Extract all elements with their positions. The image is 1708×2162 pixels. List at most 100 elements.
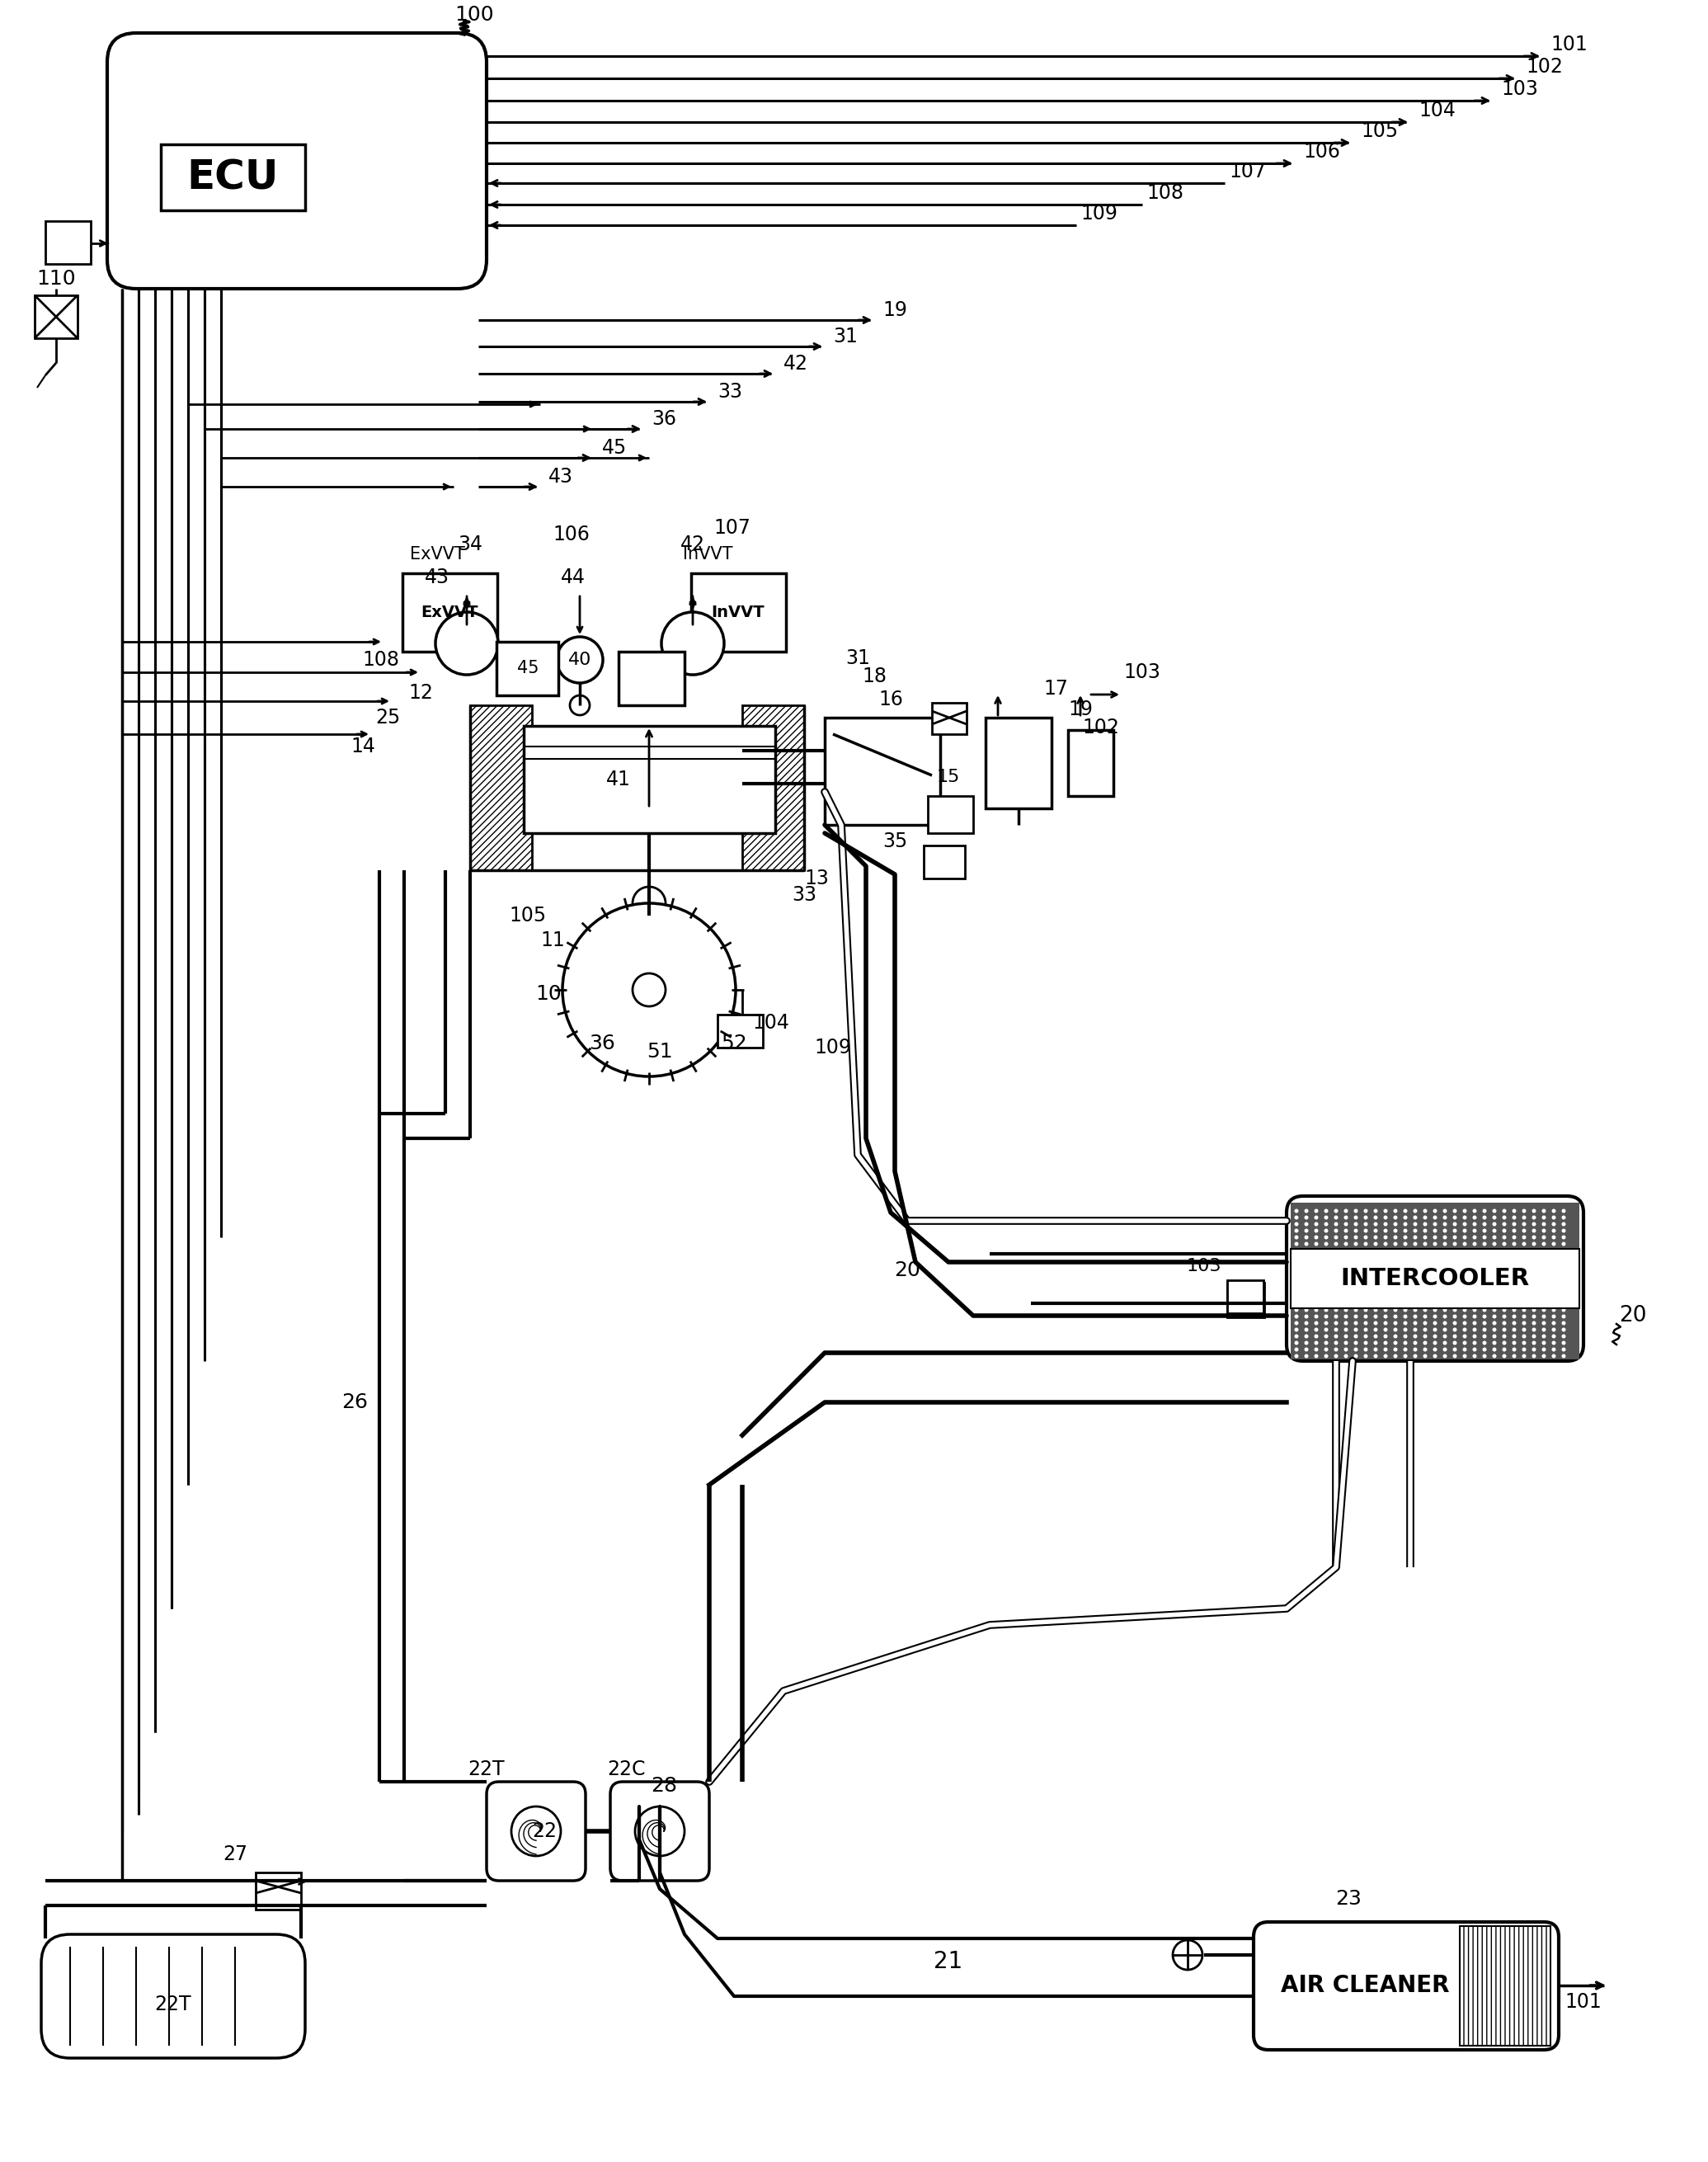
Circle shape [1503,1228,1506,1232]
Circle shape [1532,1222,1535,1226]
Circle shape [1363,1215,1368,1219]
Circle shape [1483,1347,1486,1351]
Circle shape [1354,1215,1358,1219]
Circle shape [1462,1228,1467,1232]
Circle shape [1483,1308,1486,1312]
Circle shape [1394,1321,1397,1325]
Circle shape [1433,1314,1436,1319]
Circle shape [1295,1321,1298,1325]
Circle shape [1503,1308,1506,1312]
Circle shape [1522,1209,1527,1213]
Circle shape [1522,1314,1527,1319]
Circle shape [1462,1256,1467,1258]
Circle shape [1483,1321,1486,1325]
Circle shape [1551,1308,1556,1312]
Circle shape [1313,1308,1319,1312]
Circle shape [1295,1353,1298,1358]
Circle shape [1313,1340,1319,1345]
Circle shape [1295,1215,1298,1219]
Text: 12: 12 [408,683,432,703]
Circle shape [1503,1215,1506,1219]
Circle shape [1542,1209,1546,1213]
Circle shape [1512,1222,1517,1226]
Circle shape [1423,1308,1428,1312]
FancyBboxPatch shape [41,1935,306,2058]
Circle shape [1551,1241,1556,1245]
Text: 22T: 22T [155,1996,191,2015]
Circle shape [1354,1308,1358,1312]
Circle shape [1423,1222,1428,1226]
Text: 33: 33 [717,383,743,402]
Circle shape [1542,1334,1546,1338]
Circle shape [1503,1314,1506,1319]
Circle shape [1383,1314,1387,1319]
Circle shape [1313,1353,1319,1358]
Circle shape [1454,1314,1457,1319]
Text: ExVVT: ExVVT [410,547,465,562]
Circle shape [1383,1209,1387,1213]
Circle shape [1423,1256,1428,1258]
Circle shape [1404,1228,1407,1232]
Bar [161,145,306,210]
Text: 21: 21 [934,1950,963,1974]
Circle shape [1472,1247,1477,1252]
Circle shape [1295,1228,1298,1232]
Circle shape [1413,1235,1418,1239]
Circle shape [1454,1327,1457,1332]
Circle shape [1423,1228,1428,1232]
Circle shape [1493,1209,1496,1213]
Circle shape [1443,1327,1447,1332]
Circle shape [1394,1347,1397,1351]
Circle shape [1373,1235,1378,1239]
Circle shape [1454,1256,1457,1258]
Circle shape [1295,1235,1298,1239]
Bar [717,1014,763,1049]
Bar [256,1872,301,1909]
Text: 33: 33 [793,884,816,906]
Circle shape [1542,1353,1546,1358]
Text: 104: 104 [753,1014,789,1033]
Circle shape [1373,1247,1378,1252]
Circle shape [1305,1241,1308,1245]
Text: 27: 27 [222,1844,248,1864]
Circle shape [1462,1314,1467,1319]
Circle shape [1454,1347,1457,1351]
Circle shape [1503,1209,1506,1213]
Circle shape [1454,1228,1457,1232]
Circle shape [1493,1308,1496,1312]
Circle shape [1561,1340,1566,1345]
Circle shape [1334,1209,1337,1213]
Circle shape [1344,1215,1348,1219]
Circle shape [1462,1247,1467,1252]
Circle shape [1305,1321,1308,1325]
Text: 52: 52 [721,1033,746,1053]
Text: 108: 108 [1146,184,1184,203]
Circle shape [1512,1347,1517,1351]
Circle shape [1295,1314,1298,1319]
Circle shape [1493,1235,1496,1239]
Circle shape [1561,1241,1566,1245]
Circle shape [1551,1334,1556,1338]
Circle shape [1532,1209,1535,1213]
Circle shape [1324,1256,1329,1258]
Circle shape [1542,1314,1546,1319]
Bar [1291,1202,1580,1260]
Circle shape [1423,1247,1428,1252]
Text: 10: 10 [535,984,562,1003]
Text: 22: 22 [531,1820,557,1842]
Circle shape [1542,1222,1546,1226]
Circle shape [1512,1241,1517,1245]
Text: 43: 43 [548,467,574,486]
Circle shape [1472,1314,1477,1319]
Circle shape [1363,1353,1368,1358]
Circle shape [1454,1308,1457,1312]
Circle shape [1522,1241,1527,1245]
Circle shape [1413,1321,1418,1325]
Circle shape [1344,1222,1348,1226]
Circle shape [1363,1321,1368,1325]
Circle shape [1334,1241,1337,1245]
Circle shape [1522,1228,1527,1232]
Circle shape [1483,1334,1486,1338]
Circle shape [1404,1347,1407,1351]
Circle shape [1454,1247,1457,1252]
